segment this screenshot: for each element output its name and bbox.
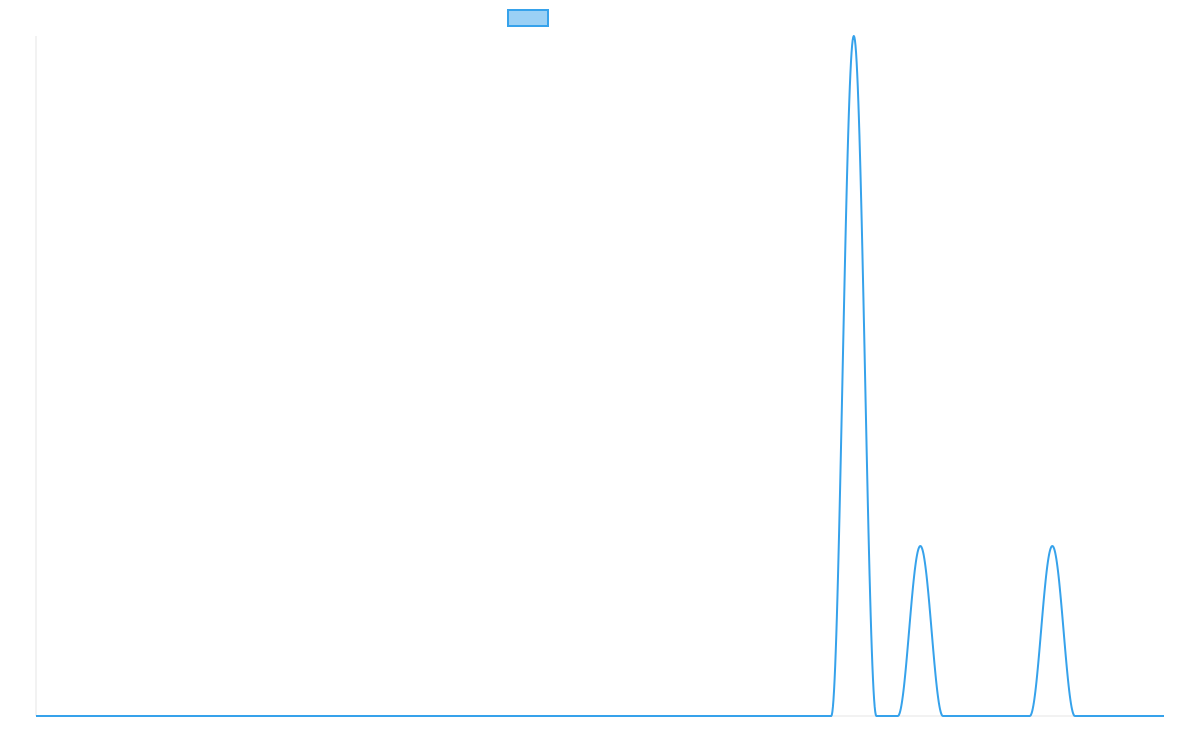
peak-point-0[interactable]	[848, 30, 860, 42]
series-line-0	[35, 35, 1165, 717]
legend-swatch[interactable]	[507, 9, 549, 27]
series-group	[35, 30, 1165, 717]
legend[interactable]	[507, 9, 549, 27]
peak-point-2[interactable]	[1046, 540, 1058, 552]
peak-point-1[interactable]	[914, 540, 926, 552]
